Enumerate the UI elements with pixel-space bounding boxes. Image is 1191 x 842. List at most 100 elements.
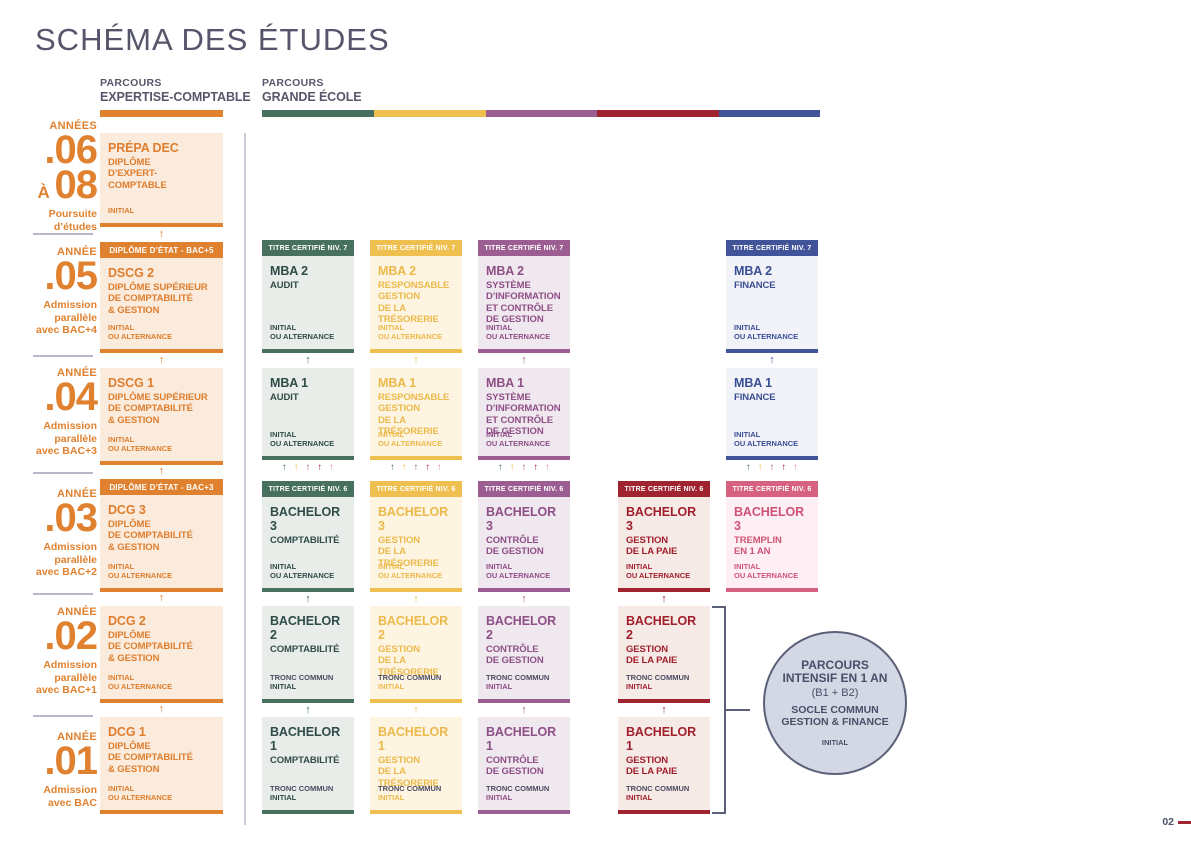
arrow-up-icon: ↑ [329, 462, 334, 473]
bar-segment-blue [719, 110, 820, 117]
arrow-up-icon: ↑ [746, 462, 751, 473]
program-title: MBA 1 [378, 376, 416, 390]
year-number: .02 [44, 614, 98, 658]
program-mode: INITIAL [626, 793, 653, 803]
intensive-title: PARCOURS INTENSIF EN 1 AN [782, 657, 888, 686]
arrow-up-icon: ↑ [781, 462, 787, 473]
year-separator-line [33, 233, 93, 235]
program-subtitle: RESPONSABLE GESTION DE LA TRÉSORERIE [378, 280, 450, 326]
arrow-up-icon: ↑ [158, 592, 165, 604]
intensive-body: SOCLE COMMUN GESTION & FINANCE [781, 704, 889, 729]
program-box-bachelor2-paie: BACHELOR 2 GESTION DE LA PAIE TRONC COMM… [618, 606, 710, 703]
b1-b2-bracket [712, 606, 726, 814]
arrow-up-icon: ↑ [437, 462, 442, 473]
arrow-up-icon: ↑ [793, 462, 798, 473]
program-mode: INITIAL OU ALTERNANCE [270, 429, 335, 449]
program-title: DCG 2 [108, 614, 146, 628]
program-subtitle: GESTION DE LA PAIE [626, 755, 678, 778]
year-label: ANNÉE [56, 731, 97, 743]
program-mode: INITIAL [378, 682, 405, 692]
program-mode: INITIAL [270, 682, 297, 692]
program-box-mba2-sicg: MBA 2 SYSTÈME D’INFORMATION ET CONTRÔLE … [478, 256, 570, 353]
program-title: BACHELOR 3 [378, 505, 449, 533]
program-box-bachelor3-tremplin: BACHELOR 3 TREMPLIN EN 1 AN INITIAL OU A… [726, 497, 818, 592]
arrow-up-icon: ↑ [305, 354, 311, 366]
program-title: MBA 1 [734, 376, 772, 390]
program-box-dscg2: DSCG 2 DIPLÔME SUPÉRIEUR DE COMPTABILITÉ… [100, 258, 223, 353]
program-mode: INITIAL [626, 682, 653, 692]
program-box-bachelor1-paie: BACHELOR 1 GESTION DE LA PAIE TRONC COMM… [618, 717, 710, 814]
certified-title-band: TITRE CERTIFIÉ NIV. 6 [726, 481, 818, 497]
program-mode: INITIAL [108, 206, 135, 216]
arrow-up-icon: ↑ [305, 704, 311, 716]
program-mode: INITIAL [486, 793, 513, 803]
arrow-up-icon: ↑ [425, 462, 431, 473]
program-title: BACHELOR 2 [486, 614, 557, 642]
program-title: MBA 2 [270, 264, 308, 278]
program-box-dcg3: DCG 3 DIPLÔME DE COMPTABILITÉ & GESTION … [100, 495, 223, 592]
year-label: ANNÉE [56, 606, 97, 618]
program-title: DCG 3 [108, 503, 146, 517]
arrow-up-icon: ↑ [293, 462, 299, 473]
arrow-up-icon: ↑ [158, 703, 165, 715]
arrow-up-icon: ↑ [305, 593, 311, 605]
year-block-06-08: ANNÉES .06 À 08 Poursuite d’études [7, 120, 98, 234]
program-mode: INITIAL OU ALTERNANCE [486, 561, 551, 581]
state-diploma-band: DIPLÔME D’ÉTAT - BAC+3 [100, 479, 223, 495]
program-box-bachelor3-comptabilite: BACHELOR 3 COMPTABILITÉ INITIAL OU ALTER… [262, 497, 354, 592]
year-note: Admission parallèle avec BAC+3 [36, 420, 97, 458]
year-number: .01 [44, 739, 98, 783]
program-subtitle: SYSTÈME D’INFORMATION ET CONTRÔLE DE GES… [486, 280, 561, 326]
program-subtitle: DIPLÔME SUPÉRIEUR DE COMPTABILITÉ & GEST… [108, 392, 208, 426]
year-label: ANNÉE [56, 367, 97, 379]
program-subtitle: DIPLÔME SUPÉRIEUR DE COMPTABILITÉ & GEST… [108, 282, 208, 316]
program-title: PRÉPA DEC [108, 141, 179, 155]
multi-path-arrows: ↑ ↑ ↑ ↑ ↑ [262, 463, 354, 473]
expertise-track-kicker: PARCOURS [100, 77, 162, 89]
program-title: BACHELOR 1 [270, 725, 341, 753]
arrow-up-icon: ↑ [158, 228, 165, 240]
program-box-dcg2: DCG 2 DIPLÔME DE COMPTABILITÉ & GESTION … [100, 606, 223, 703]
year-label: ANNÉE [56, 488, 97, 500]
arrow-up-icon: ↑ [413, 462, 419, 473]
program-subtitle: GESTION DE LA TRÉSORERIE [378, 644, 439, 678]
arrow-up-icon: ↑ [661, 704, 667, 716]
year-number-first: .06 [44, 128, 98, 172]
program-title: DSCG 1 [108, 376, 154, 390]
program-title: BACHELOR 1 [486, 725, 557, 753]
program-box-bachelor1-tresorerie: BACHELOR 1 GESTION DE LA TRÉSORERIE TRON… [370, 717, 462, 814]
program-box-mba1-sicg: MBA 1 SYSTÈME D’INFORMATION ET CONTRÔLE … [478, 368, 570, 460]
program-subtitle: COMPTABILITÉ [270, 755, 340, 766]
year-label: ANNÉE [56, 246, 97, 258]
program-mode-tronc-commun: TRONC COMMUN [270, 783, 334, 793]
year-block-01: ANNÉE .01 Admission avec BAC [7, 731, 98, 809]
arrow-up-icon: ↑ [545, 462, 550, 473]
arrow-up-icon: ↑ [769, 462, 775, 473]
program-subtitle: CONTRÔLE DE GESTION [486, 535, 544, 558]
year-number: .06 À 08 [7, 130, 98, 205]
program-mode: INITIAL OU ALTERNANCE [270, 561, 335, 581]
certified-title-band: TITRE CERTIFIÉ NIV. 7 [262, 240, 354, 256]
program-mode-tronc-commun: TRONC COMMUN [626, 672, 690, 682]
year-block-04: ANNÉE .04 Admission parallèle avec BAC+3 [7, 367, 98, 458]
year-separator-line [33, 472, 93, 474]
program-mode: INITIAL [486, 682, 513, 692]
year-block-05: ANNÉE .05 Admission parallèle avec BAC+4 [7, 246, 98, 337]
program-title: MBA 1 [270, 376, 308, 390]
intensive-track-circle: PARCOURS INTENSIF EN 1 AN (B1 + B2) SOCL… [763, 631, 907, 775]
program-mode-tronc-commun: TRONC COMMUN [378, 783, 442, 793]
year-number-second: 08 [54, 163, 98, 208]
program-title: BACHELOR 1 [378, 725, 449, 753]
year-block-02: ANNÉE .02 Admission parallèle avec BAC+1 [7, 606, 98, 697]
page-title: SCHÉMA DES ÉTUDES [35, 22, 390, 57]
program-mode: INITIAL OU ALTERNANCE [270, 322, 335, 342]
arrow-up-icon: ↑ [317, 462, 323, 473]
arrow-up-icon: ↑ [413, 704, 419, 716]
program-box-prepa-dec: PRÉPA DEC DIPLÔME D’EXPERT-COMPTABLE INI… [100, 133, 223, 227]
program-subtitle: CONTRÔLE DE GESTION [486, 644, 544, 667]
program-title: BACHELOR 3 [486, 505, 557, 533]
program-box-bachelor3-tresorerie: BACHELOR 3 GESTION DE LA TRÉSORERIE INIT… [370, 497, 462, 592]
year-note: Poursuite d’études [48, 208, 97, 233]
year-note: Admission parallèle avec BAC+2 [36, 541, 97, 579]
program-mode-tronc-commun: TRONC COMMUN [270, 672, 334, 682]
